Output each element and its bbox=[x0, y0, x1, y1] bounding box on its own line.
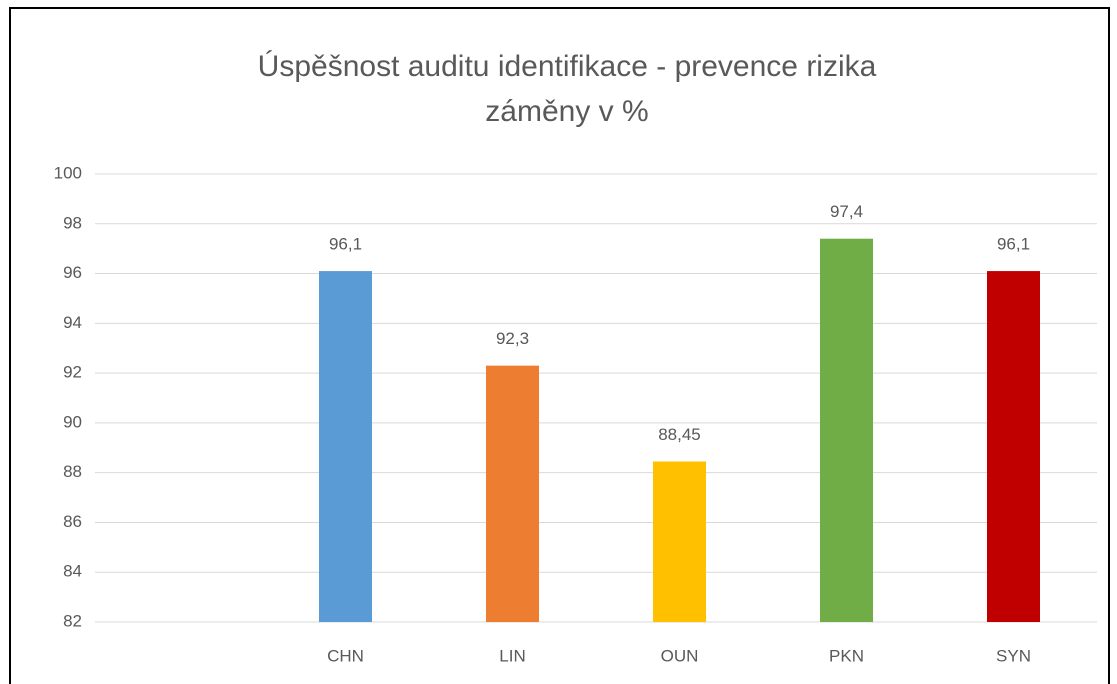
chart-border bbox=[9, 7, 1110, 684]
chart-title: Úspěšnost auditu identifikace - prevence… bbox=[258, 50, 877, 83]
bar bbox=[653, 461, 706, 622]
x-tick-label: CHN bbox=[327, 646, 364, 665]
y-tick-label: 82 bbox=[63, 611, 82, 630]
y-tick-label: 86 bbox=[63, 512, 82, 531]
x-tick-label: SYN bbox=[996, 646, 1031, 665]
data-label: 96,1 bbox=[329, 235, 362, 254]
y-tick-label: 96 bbox=[63, 263, 82, 282]
data-label: 92,3 bbox=[496, 329, 529, 348]
x-tick-label: LIN bbox=[499, 646, 525, 665]
bar bbox=[987, 271, 1040, 622]
y-tick-label: 90 bbox=[63, 412, 82, 431]
data-label: 96,1 bbox=[997, 235, 1030, 254]
data-label: 97,4 bbox=[830, 202, 863, 221]
y-tick-label: 84 bbox=[63, 562, 82, 581]
x-tick-label: PKN bbox=[829, 646, 864, 665]
y-tick-label: 98 bbox=[63, 213, 82, 232]
bar bbox=[820, 238, 873, 622]
chart-title: záměny v % bbox=[485, 95, 648, 128]
bar bbox=[486, 365, 539, 622]
y-tick-label: 88 bbox=[63, 462, 82, 481]
bar bbox=[319, 271, 372, 622]
y-tick-label: 100 bbox=[54, 163, 82, 182]
data-label: 88,45 bbox=[658, 425, 701, 444]
x-tick-label: OUN bbox=[661, 646, 699, 665]
y-tick-label: 94 bbox=[63, 313, 82, 332]
y-tick-label: 92 bbox=[63, 363, 82, 382]
